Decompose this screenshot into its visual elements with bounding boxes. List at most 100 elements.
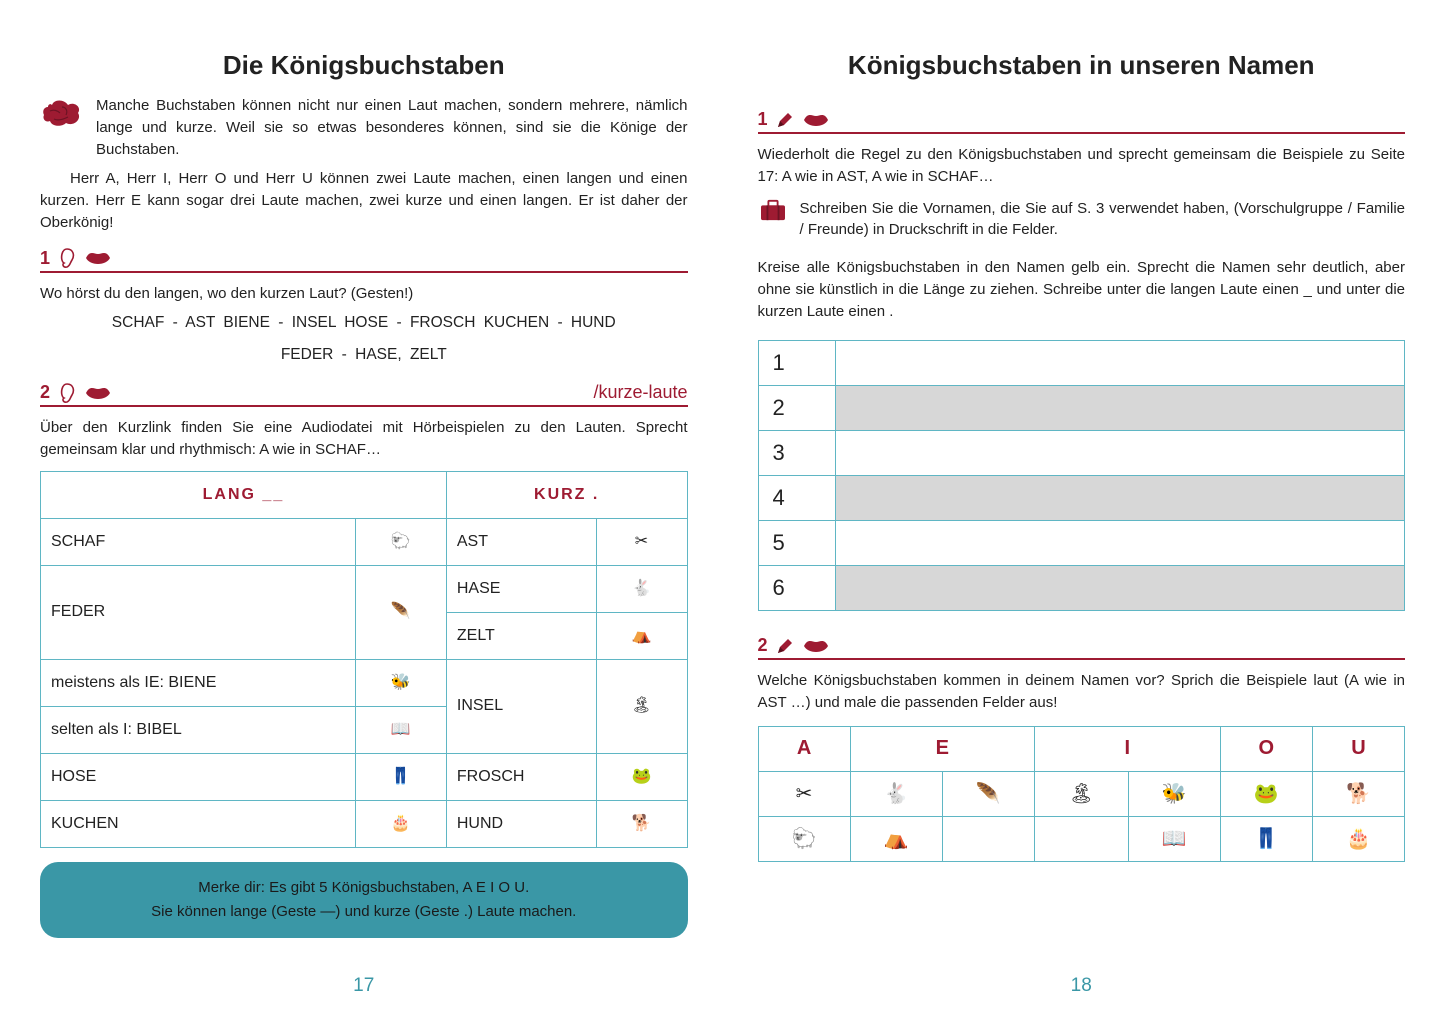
- lang-word-icon: 🐑: [355, 518, 446, 565]
- pencil-icon: [776, 637, 794, 655]
- lips-icon: [84, 250, 112, 266]
- lang-word-icon: 🪶: [355, 565, 446, 659]
- vowel-icon-cell[interactable]: 🐸: [1220, 771, 1312, 816]
- name-input-cell[interactable]: [835, 521, 1405, 566]
- name-row-number: 2: [758, 386, 835, 431]
- lips-icon: [802, 112, 830, 128]
- kurz-word: ZELT: [446, 612, 596, 659]
- vowel-icon-cell[interactable]: ⛺: [850, 816, 942, 861]
- page-number-left: 17: [40, 965, 688, 997]
- lang-word: FEDER: [41, 565, 356, 659]
- kurz-word: HUND: [446, 800, 596, 847]
- question-1: Wo hörst du den langen, wo den kurzen La…: [40, 283, 688, 305]
- kurz-word: HASE: [446, 565, 596, 612]
- suitcase-icon: [758, 198, 788, 222]
- right-p2: Schreiben Sie die Vornamen, die Sie auf …: [800, 198, 1406, 242]
- section-1-head-right: 1: [758, 109, 1406, 134]
- lang-word: HOSE: [41, 753, 356, 800]
- vowel-icon-cell[interactable]: 🐕: [1312, 771, 1404, 816]
- lang-word: KUCHEN: [41, 800, 356, 847]
- page-right: Königsbuchstaben in unseren Namen 1 Wied…: [758, 30, 1406, 997]
- name-input-cell[interactable]: [835, 566, 1405, 611]
- note-line-2: Sie können lange (Geste —) und kurze (Ge…: [64, 900, 664, 924]
- kurz-word: AST: [446, 518, 596, 565]
- lips-icon: [802, 638, 830, 654]
- section-number: 1: [40, 248, 50, 269]
- ear-icon: [58, 383, 76, 403]
- vowel-header: A: [758, 726, 850, 771]
- name-row-number: 1: [758, 341, 835, 386]
- lang-word-icon: 🐝: [355, 659, 446, 706]
- page-number-right: 18: [758, 965, 1406, 997]
- section-2-head-right: 2: [758, 635, 1406, 660]
- vowel-icon-cell[interactable]: 🪶: [942, 771, 1034, 816]
- name-row-number: 3: [758, 431, 835, 476]
- kurz-word: FROSCH: [446, 753, 596, 800]
- kurz-word: INSEL: [446, 659, 596, 753]
- vowel-icon-cell[interactable]: 🏝: [1034, 771, 1128, 816]
- kurz-word-icon: ✂: [596, 518, 687, 565]
- pencil-icon: [776, 111, 794, 129]
- name-input-cell[interactable]: [835, 386, 1405, 431]
- question-2: Über den Kurzlink finden Sie eine Audiod…: [40, 417, 688, 461]
- kurz-word-icon: 🐸: [596, 753, 687, 800]
- kurz-word-icon: ⛺: [596, 612, 687, 659]
- note-line-1: Merke dir: Es gibt 5 Königsbuchstaben, A…: [64, 876, 664, 900]
- vowel-icon-cell[interactable]: 🐇: [850, 771, 942, 816]
- name-input-cell[interactable]: [835, 476, 1405, 521]
- lang-word: meistens als IE: BIENE: [41, 659, 356, 706]
- vowel-header: E: [850, 726, 1034, 771]
- vowel-header: O: [1220, 726, 1312, 771]
- name-row-number: 6: [758, 566, 835, 611]
- vowel-icon-cell[interactable]: 📖: [1128, 816, 1220, 861]
- th-kurz: KURZ .: [446, 471, 687, 518]
- section-number: 1: [758, 109, 768, 130]
- lang-word: SCHAF: [41, 518, 356, 565]
- lang-word: selten als I: BIBEL: [41, 706, 356, 753]
- vowel-header: I: [1034, 726, 1220, 771]
- name-row-number: 4: [758, 476, 835, 521]
- kurz-word-icon: 🏝: [596, 659, 687, 753]
- section-2-head-left: 2 /kurze-laute: [40, 382, 688, 407]
- intro-block: Manche Buchstaben können nicht nur einen…: [40, 95, 688, 160]
- right-p4: Welche Königsbuchstaben kommen in deinem…: [758, 670, 1406, 714]
- audio-link[interactable]: /kurze-laute: [593, 382, 687, 403]
- lang-word-icon: 📖: [355, 706, 446, 753]
- section-number: 2: [40, 382, 50, 403]
- brain-icon: [40, 95, 84, 136]
- lips-icon: [84, 385, 112, 401]
- vowel-icon-cell[interactable]: [1034, 816, 1128, 861]
- vowel-icon-cell[interactable]: 🐝: [1128, 771, 1220, 816]
- th-lang: LANG __: [41, 471, 447, 518]
- section-number: 2: [758, 635, 768, 656]
- section-1-head-left: 1: [40, 248, 688, 273]
- name-input-cell[interactable]: [835, 431, 1405, 476]
- kurz-word-icon: 🐇: [596, 565, 687, 612]
- vowel-icon-cell[interactable]: 👖: [1220, 816, 1312, 861]
- lang-kurz-table: LANG __ KURZ . SCHAF🐑AST✂ FEDER🪶HASE🐇ZELT…: [40, 471, 688, 848]
- right-p3: Kreise alle Königsbuchstaben in den Name…: [758, 257, 1406, 322]
- vowel-table: AEIOU ✂🐇🪶🏝🐝🐸🐕 🐑⛺ 📖👖🎂: [758, 726, 1406, 862]
- lang-word-icon: 👖: [355, 753, 446, 800]
- vowel-header: U: [1312, 726, 1404, 771]
- vowel-icon-cell[interactable]: [942, 816, 1034, 861]
- ear-icon: [58, 248, 76, 268]
- page-title-left: Die Königsbuchstaben: [40, 50, 688, 81]
- note-box: Merke dir: Es gibt 5 Königsbuchstaben, A…: [40, 862, 688, 938]
- name-row-number: 5: [758, 521, 835, 566]
- intro-paragraph-2: Herr A, Herr I, Herr O und Herr U können…: [40, 168, 688, 233]
- word-pairs-line-2: FEDER - HASE, ZELT: [40, 346, 688, 364]
- suitcase-row: Schreiben Sie die Vornamen, die Sie auf …: [758, 198, 1406, 242]
- page-title-right: Königsbuchstaben in unseren Namen: [758, 50, 1406, 81]
- intro-paragraph-1: Manche Buchstaben können nicht nur einen…: [96, 95, 688, 160]
- kurz-word-icon: 🐕: [596, 800, 687, 847]
- lang-word-icon: 🎂: [355, 800, 446, 847]
- name-input-cell[interactable]: [835, 341, 1405, 386]
- vowel-icon-cell[interactable]: 🐑: [758, 816, 850, 861]
- right-p1: Wiederholt die Regel zu den Königsbuchst…: [758, 144, 1406, 188]
- vowel-icon-cell[interactable]: 🎂: [1312, 816, 1404, 861]
- vowel-icon-cell[interactable]: ✂: [758, 771, 850, 816]
- word-pairs-line-1: SCHAF - AST BIENE - INSEL HOSE - FROSCH …: [40, 314, 688, 332]
- names-table: 123456: [758, 340, 1406, 611]
- page-left: Die Königsbuchstaben Manche Buchstaben k…: [40, 30, 688, 997]
